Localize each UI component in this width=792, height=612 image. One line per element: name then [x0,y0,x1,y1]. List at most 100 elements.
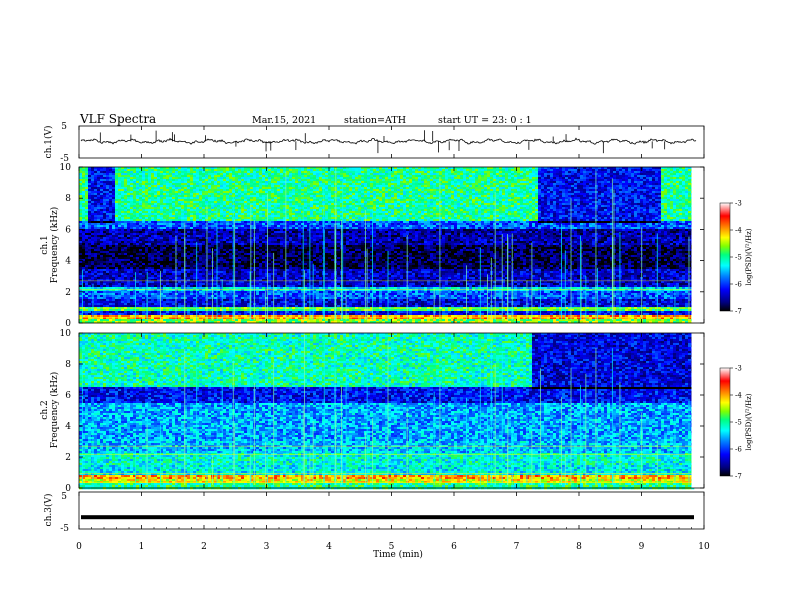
spectrogram-cell [376,169,379,171]
spectrogram-cell [376,175,379,177]
spectrogram-cell [247,183,250,185]
spectrogram-cell [658,193,661,195]
spectrogram-cell [541,201,544,203]
spectrogram-cell [127,211,130,213]
spectrogram-cell [622,213,625,215]
spectrogram-cell [634,199,637,201]
spectrogram-cell [313,179,316,181]
spectrogram-cell [412,189,415,191]
spectrogram-cell [472,195,475,197]
spectrogram-cell [352,189,355,191]
spectrogram-cell [571,187,574,189]
spectrogram-cell [439,169,442,171]
spectrogram-cell [562,187,565,189]
spectrogram-cell [643,185,646,187]
spectrogram-cell [358,187,361,189]
spectrogram-cell [388,209,391,211]
spectrogram-cell [256,205,259,207]
spectrogram-cell [85,203,88,205]
spectrogram-cell [91,215,94,217]
spectrogram-cell [277,183,280,185]
spectrogram-cell [148,177,151,179]
spectrogram-cell [172,211,175,213]
spectrogram-cell [328,173,331,175]
spectrogram-cell [442,181,445,183]
spectrogram-cell [316,199,319,201]
spectrogram-cell [319,207,322,209]
spectrogram-cell [646,181,649,183]
spectrogram-cell [253,183,256,185]
spectrogram-cell [625,207,628,209]
spectrogram-cell [400,203,403,205]
spectrogram-cell [310,213,313,215]
spectrogram-cell [592,211,595,213]
spectrogram-cell [580,193,583,195]
spectrogram-cell [382,179,385,181]
spectrogram-cell [535,185,538,187]
spectrogram-cell [475,177,478,179]
spectrogram-cell [460,179,463,181]
spectrogram-cell [658,205,661,207]
spectrogram-cell [166,191,169,193]
spectrogram-cell [667,173,670,175]
spectrogram-cell [259,205,262,207]
spectrogram-cell [454,211,457,213]
spectrogram-cell [145,187,148,189]
spectrogram-cell [223,183,226,185]
spectrogram-cell [577,185,580,187]
spectrogram-cell [460,197,463,199]
spectrogram-cell [589,197,592,199]
spectrogram-cell [142,179,145,181]
spectrogram-cell [514,177,517,179]
spectrogram-cell [574,183,577,185]
spectrogram-cell [439,201,442,203]
spectrogram-cell [166,201,169,203]
spectrogram-cell [673,169,676,171]
spectrogram-cell [628,213,631,215]
spectrogram-cell [343,199,346,201]
spectrogram-cell [682,211,685,213]
spectrogram-cell [586,181,589,183]
spectrogram-cell [148,187,151,189]
spectrogram-cell [316,195,319,197]
spectrogram-cell [271,197,274,199]
spectrogram-cell [430,187,433,189]
spectrogram-cell [652,191,655,193]
spectrogram-cell [553,169,556,171]
spectrogram-cell [169,171,172,173]
spectrogram-cell [85,193,88,195]
spectrogram-cell [556,177,559,179]
spectrogram-cell [667,199,670,201]
spectrogram-cell [673,197,676,199]
spectrogram-cell [664,205,667,207]
spectrogram-cell [154,193,157,195]
spectrogram-cell [328,171,331,173]
spectrogram-cell [433,195,436,197]
spectrogram-cell [496,193,499,195]
spectrogram-cell [451,185,454,187]
spectrogram-cell [562,207,565,209]
spectrogram-cell [541,185,544,187]
spectrogram-cell [229,203,232,205]
spectrogram-cell [406,191,409,193]
spectrogram-cell [388,175,391,177]
spectrogram-cell [220,207,223,209]
spectrogram-cell [250,179,253,181]
spectrogram-cell [502,207,505,209]
spectrogram-cell [571,185,574,187]
spectrogram-cell [616,195,619,197]
spectrogram-cell [664,169,667,171]
spectrogram-cell [286,209,289,211]
spectrogram-cell [565,173,568,175]
spectrogram-cell [115,175,118,177]
spectrogram-cell [178,185,181,187]
spectrogram-cell [658,177,661,179]
spectrogram-cell [295,191,298,193]
spectrogram-cell [97,175,100,177]
spectrogram-cell [367,207,370,209]
spectrogram-cell [430,213,433,215]
spectrogram-cell [313,177,316,179]
spectrogram-cell [511,199,514,201]
spectrogram-cell [547,171,550,173]
spectrogram-cell [613,175,616,177]
